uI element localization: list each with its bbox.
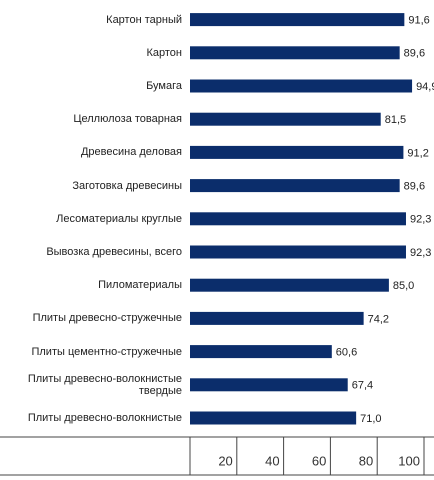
category-label: Картон тарный	[106, 13, 182, 26]
category-label: Целлюлоза товарная	[73, 113, 182, 126]
value-label: 89,6	[404, 48, 425, 60]
bar	[190, 411, 357, 425]
bar	[190, 278, 389, 292]
value-label: 74,2	[368, 313, 389, 325]
category-label: Плиты цементно-стружечные	[31, 345, 182, 358]
value-label: 81,5	[385, 114, 406, 126]
bar	[190, 13, 405, 27]
category-label: Пиломатериалы	[98, 279, 182, 292]
value-label: 91,6	[408, 15, 429, 27]
value-label: 92,3	[410, 214, 431, 226]
x-tick-label: 60	[312, 453, 326, 468]
x-tick-label: 100	[398, 453, 420, 468]
bar	[190, 212, 406, 226]
category-label: Плиты древесно-стружечные	[32, 312, 182, 325]
bar	[190, 179, 400, 193]
x-tick-label: 20	[218, 453, 232, 468]
bar	[190, 378, 348, 392]
category-label: Лесоматериалы круглые	[56, 212, 182, 225]
value-label: 91,2	[407, 147, 428, 159]
category-label: Бумага	[146, 80, 182, 92]
category-label: Заготовка древесины	[72, 179, 182, 192]
value-label: 89,6	[404, 181, 425, 193]
value-label: 67,4	[352, 380, 373, 392]
x-tick-label: 40	[265, 453, 279, 468]
category-label: Древесина деловая	[80, 146, 182, 159]
category-label: Плиты древесно-волокнистые твердые	[27, 372, 182, 397]
value-label: 92,3	[410, 247, 431, 259]
bar	[190, 245, 406, 259]
x-tick-label: 80	[359, 453, 373, 468]
bar	[190, 79, 413, 93]
bar	[190, 145, 404, 159]
bar	[190, 345, 332, 359]
category-label: Плиты древесно-волокнистые	[27, 412, 182, 424]
bar	[190, 311, 364, 325]
value-label: 85,0	[393, 280, 414, 292]
category-label: Картон	[146, 46, 182, 59]
value-label: 60,6	[336, 347, 357, 359]
category-label: Вывозка древесины, всего	[46, 246, 182, 258]
bar	[190, 46, 400, 60]
value-label: 71,0	[360, 413, 381, 425]
value-label: 94,9	[416, 81, 434, 93]
bar	[190, 112, 381, 126]
